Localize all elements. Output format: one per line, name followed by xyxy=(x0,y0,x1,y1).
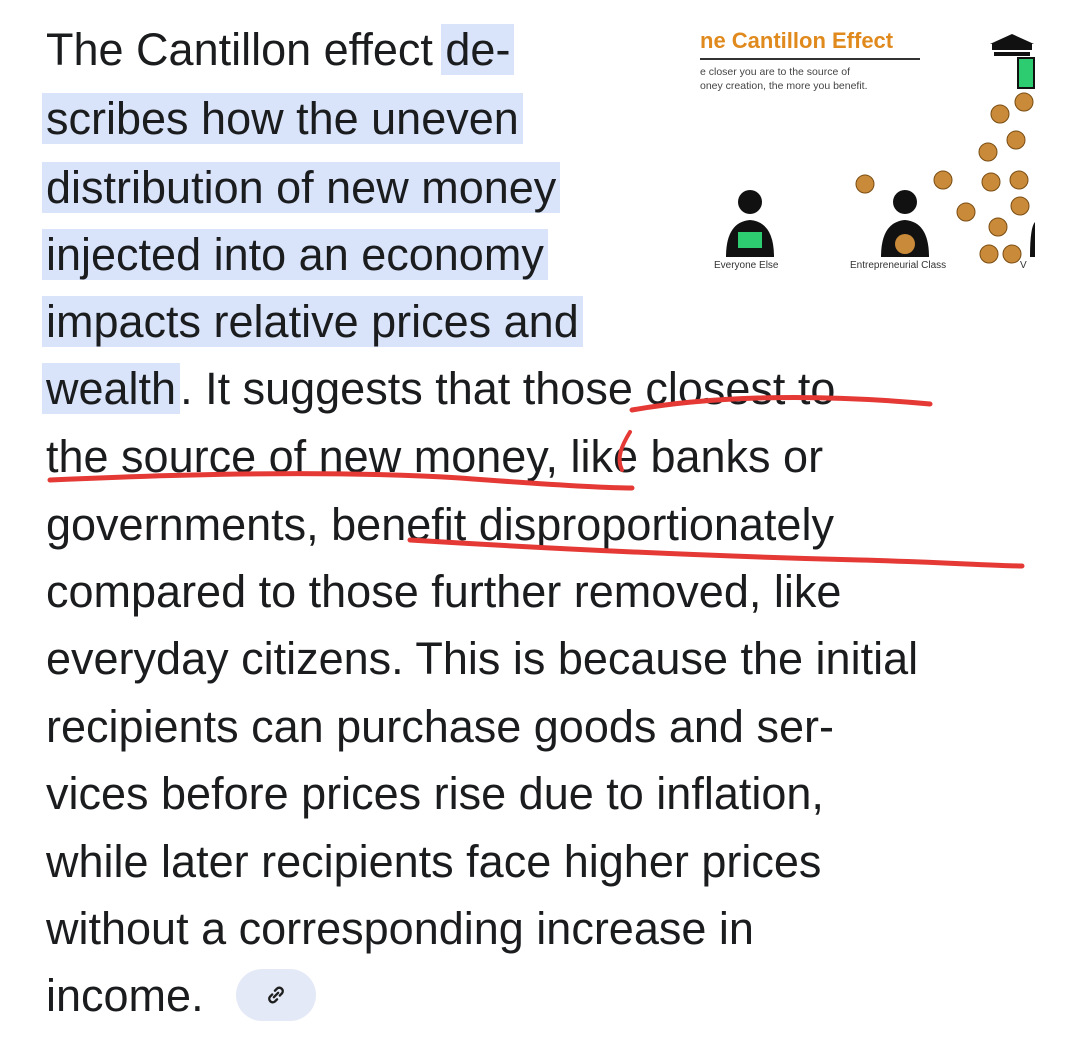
text-run: vices before prices rise due to inflatio… xyxy=(46,768,824,819)
text-line: recipients can purchase goods and ser- xyxy=(46,694,834,760)
text-line: the source of new money, like banks or xyxy=(46,424,823,490)
highlighted-text: distribution of new money xyxy=(42,162,561,213)
person-icon xyxy=(726,190,774,257)
highlighted-text: impacts relative prices and xyxy=(42,296,583,347)
text-run: compared to those further removed, like xyxy=(46,566,842,617)
text-line: wealth. It suggests that those closest t… xyxy=(42,356,836,422)
caption-entrepreneurial-class: Entrepreneurial Class xyxy=(850,260,947,271)
text-run: . It suggests that those closest to xyxy=(180,363,836,414)
caption-everyone-else: Everyone Else xyxy=(714,260,779,271)
text-line: without a corresponding increase in xyxy=(46,896,754,962)
thumbnail-title: ne Cantillon Effect xyxy=(700,28,894,53)
highlighted-text: wealth xyxy=(42,363,181,414)
text-run: while later recipients face higher price… xyxy=(46,836,822,887)
thumbnail-illustration xyxy=(726,34,1035,264)
text-line: impacts relative prices and xyxy=(42,289,583,355)
text-run: the source of new money, like banks or xyxy=(46,431,824,482)
text-line: while later recipients face higher price… xyxy=(46,829,821,895)
cantillon-effect-thumbnail[interactable]: ne Cantillon Effect e closer you are to … xyxy=(700,22,1035,284)
caption-partial: V xyxy=(1020,260,1027,271)
highlighted-text: scribes how the uneven xyxy=(42,93,523,144)
text-line: scribes how the uneven xyxy=(42,86,523,152)
text-line: injected into an economy xyxy=(42,222,548,288)
link-icon xyxy=(268,986,284,1004)
text-line: everyday citizens. This is because the i… xyxy=(46,626,918,692)
highlighted-text: injected into an economy xyxy=(42,229,548,280)
text-line: governments, benefit disproportionately xyxy=(46,492,834,558)
text-line: income. xyxy=(46,963,204,1029)
thumbnail-subtitle: oney creation, the more you benefit. xyxy=(700,80,868,92)
text-line: vices before prices rise due to inflatio… xyxy=(46,761,824,827)
highlighted-text: de- xyxy=(441,24,515,75)
source-link-button[interactable] xyxy=(236,969,316,1021)
text-line: compared to those further removed, like xyxy=(46,559,841,625)
text-run: income. xyxy=(46,970,204,1021)
text-line: The Cantillon effect de- xyxy=(46,17,515,83)
text-run: recipients can purchase goods and ser- xyxy=(46,701,834,752)
text-line: distribution of new money xyxy=(42,155,561,221)
text-run: without a corresponding increase in xyxy=(46,903,754,954)
thumbnail-subtitle: e closer you are to the source of xyxy=(700,66,850,78)
thumbnail-divider xyxy=(700,58,920,60)
bank-icon xyxy=(990,34,1035,89)
text-run: governments, benefit disproportionately xyxy=(46,499,834,550)
text-run: The Cantillon effect xyxy=(46,24,446,75)
text-run: everyday citizens. This is because the i… xyxy=(46,633,919,684)
person-icon xyxy=(881,190,929,257)
